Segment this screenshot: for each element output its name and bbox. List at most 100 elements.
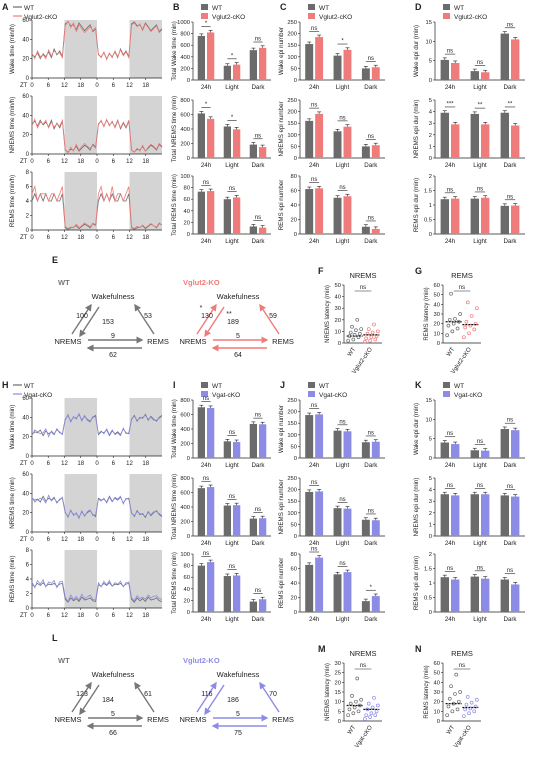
bar-ko (343, 196, 352, 234)
bar-ko (259, 47, 267, 80)
series-ko-line (31, 20, 163, 61)
y-tick-label: 60 (434, 661, 440, 667)
y-tick-label: 0 (429, 534, 432, 540)
point-wt (351, 337, 356, 342)
sig-label: ns (229, 186, 235, 192)
legend-label-wt: WT (24, 5, 34, 12)
count-wake-to-nrems: 186 (227, 697, 239, 704)
bar-plot: 0 200 400 600 800 1000 * 24h * Light ns Dark Total W… (171, 20, 271, 91)
point-ko (372, 695, 376, 700)
point-wt (357, 703, 362, 708)
category-label: 24h (309, 162, 320, 169)
sig-label: ns (507, 418, 513, 424)
category-label: Light (336, 540, 350, 547)
sig-label: ns (339, 497, 345, 503)
y-axis-label: Wake epi number (278, 27, 285, 75)
y-tick-label: 30 (434, 690, 440, 696)
bar-ko (371, 520, 380, 536)
bar-ko (315, 37, 324, 80)
legend-swatch-ko (443, 13, 450, 19)
category-label: Light (473, 162, 487, 169)
bar-wt (440, 494, 449, 536)
legend-label-ko: Vglut2-cKO (24, 14, 57, 21)
y-tick-label: 0 (294, 78, 297, 84)
y-axis-label: Wake time (min) (9, 405, 16, 450)
y-tick-label: 20 (22, 435, 29, 441)
y-tick-label: 0 (338, 719, 341, 725)
y-tick-label: 2 (26, 592, 30, 598)
bar-ko (481, 494, 490, 536)
point-ko (465, 300, 470, 305)
point-wt (352, 705, 357, 710)
point-ko (462, 714, 466, 719)
y-tick-label: 40 (22, 37, 29, 43)
y-tick-label: 20 (434, 700, 440, 706)
x-tick-label: 0 (95, 461, 99, 467)
sig-label: ns (507, 568, 513, 574)
bar-ko (511, 125, 520, 158)
bar-wt (440, 577, 449, 612)
plot-title: NREMS (349, 271, 376, 280)
y-axis-label: Wake epi number (278, 405, 285, 453)
count-nrems-to-wake: 116 (201, 691, 212, 698)
y-tick-label: 50 (291, 144, 297, 150)
sig-label: ** (508, 101, 513, 107)
y-axis-label: NREMS time (min) (9, 477, 16, 529)
bar-wt (223, 505, 231, 536)
dark-phase-shade (64, 96, 97, 154)
panel-letter: B (173, 2, 180, 12)
point-wt (453, 316, 457, 321)
arrow-nrems-to-wake (71, 681, 92, 713)
y-tick-label: 200 (180, 142, 190, 148)
y-tick-label: 800 (180, 32, 190, 38)
count-nrems-to-rems: 5 (111, 711, 115, 718)
bar-wt (440, 59, 449, 80)
point-ko (363, 717, 367, 721)
network-title: Vglut2-KO (183, 278, 220, 287)
x-category-label: WT (446, 346, 456, 357)
bar-ko (511, 584, 520, 612)
y-tick-label: 150 (287, 43, 297, 49)
y-tick-label: 40 (184, 209, 190, 215)
bar-plot: 0 1 2 3 4 5 *** 24h ** Light ** Dark NREMS epi dur (… (413, 98, 525, 169)
x-tick-label: 0 (95, 83, 99, 89)
y-tick-label: 2 (429, 133, 432, 139)
point-wt (455, 326, 460, 331)
bar-ko (315, 113, 324, 158)
bar-plot: 0 20 40 60 80 100 ns 24h ns Light ns Dark Total REMS… (171, 174, 271, 245)
x-tick-label: 0 (30, 461, 34, 467)
x-tick-label: 12 (126, 537, 133, 543)
category-label: Dark (503, 462, 517, 469)
dark-phase-shade (129, 474, 162, 532)
category-label: Dark (364, 162, 378, 169)
sig-label: ns (447, 483, 453, 489)
y-tick-label: 150 (287, 121, 297, 127)
panel-letter: C (280, 2, 287, 12)
y-tick-label: 20 (184, 220, 190, 226)
y-tick-label: 100 (180, 552, 190, 558)
category-label: Light (225, 462, 239, 469)
bar-wt (305, 564, 314, 612)
y-tick-label: 250 (287, 98, 297, 104)
plot-title: NREMS (349, 649, 376, 658)
y-tick-label: 200 (287, 488, 297, 494)
legend-swatch-wt (201, 382, 208, 388)
bar-ko (315, 557, 324, 612)
x-tick-label: 12 (61, 159, 68, 165)
y-tick-label: 600 (180, 413, 190, 419)
category-label: Light (225, 84, 239, 91)
category-label: 24h (445, 462, 456, 469)
category-label: 24h (309, 238, 320, 245)
trace-plot: 0 20 40 60 Wake time (min) 0 6 12 18 0 6 12 18 ZT (9, 396, 163, 467)
y-tick-label: 15 (335, 690, 341, 696)
y-tick-label: 0 (338, 341, 341, 347)
y-axis-label: REMS time (min/h) (9, 175, 16, 227)
legend-swatch-ko (308, 13, 315, 19)
y-tick-label: 4 (26, 199, 30, 205)
category-label: Dark (251, 540, 265, 547)
bar-wt (500, 33, 509, 80)
arrow-rems-to-wake (134, 303, 155, 335)
y-tick-label: 200 (287, 410, 297, 416)
y-tick-label: 30 (335, 661, 341, 667)
